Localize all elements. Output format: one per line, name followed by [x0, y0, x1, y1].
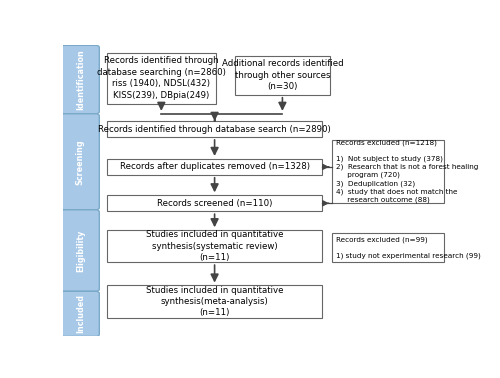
FancyBboxPatch shape	[235, 56, 330, 95]
Text: Identification: Identification	[76, 49, 85, 110]
Text: Records screened (n=110): Records screened (n=110)	[157, 199, 272, 208]
FancyBboxPatch shape	[332, 233, 444, 262]
Text: Records identified through
database searching (n=2860)
riss (1940), NDSL(432)
KI: Records identified through database sear…	[97, 56, 226, 100]
Text: Studies included in quantitative
synthesis(systematic review)
(n=11): Studies included in quantitative synthes…	[146, 230, 284, 262]
Text: Records excluded (n=1218)

1)  Not subject to study (378)
2)  Research that is n: Records excluded (n=1218) 1) Not subject…	[336, 139, 479, 203]
Text: Additional records identified
through other sources
(n=30): Additional records identified through ot…	[222, 59, 343, 91]
FancyBboxPatch shape	[62, 45, 100, 114]
FancyBboxPatch shape	[107, 53, 216, 104]
FancyBboxPatch shape	[107, 159, 322, 175]
Text: Studies included in quantitative
synthesis(meta-analysis)
(n=11): Studies included in quantitative synthes…	[146, 285, 284, 318]
Text: Records identified through database search (n=2890): Records identified through database sear…	[98, 124, 331, 133]
Text: Eligibility: Eligibility	[76, 229, 85, 272]
FancyBboxPatch shape	[62, 114, 100, 210]
FancyBboxPatch shape	[107, 285, 322, 318]
Text: Screening: Screening	[76, 139, 85, 184]
Text: Included: Included	[76, 294, 85, 333]
FancyBboxPatch shape	[107, 195, 322, 211]
Text: Records excluded (n=99)

1) study not experimental research (99): Records excluded (n=99) 1) study not exp…	[336, 236, 481, 259]
FancyBboxPatch shape	[107, 121, 322, 137]
FancyBboxPatch shape	[62, 291, 100, 336]
FancyBboxPatch shape	[332, 140, 444, 203]
Text: Records after duplicates removed (n=1328): Records after duplicates removed (n=1328…	[120, 163, 310, 171]
FancyBboxPatch shape	[107, 230, 322, 262]
FancyBboxPatch shape	[62, 210, 100, 291]
